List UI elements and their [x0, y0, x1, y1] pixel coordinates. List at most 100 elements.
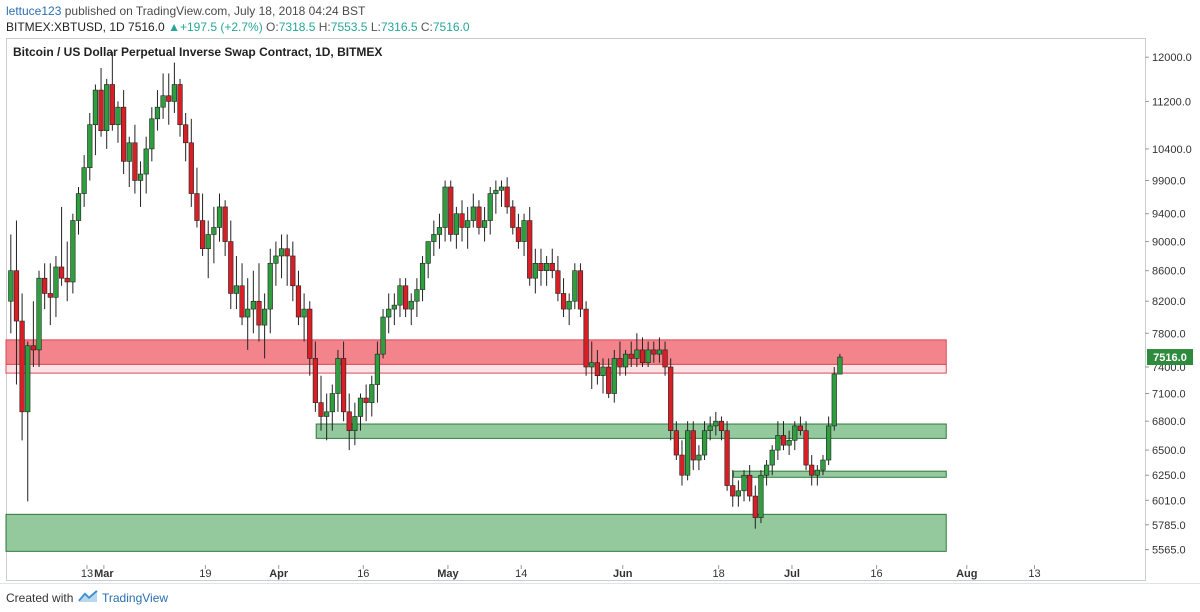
symbol-label: BITMEX:XBTUSD, 1D	[6, 20, 125, 34]
x-tick-label: 13	[1028, 568, 1040, 580]
candle-body	[639, 349, 646, 363]
y-tick-label: 6500.0	[1152, 445, 1186, 457]
candle-body	[318, 402, 324, 417]
low-value: 7316.5	[380, 20, 418, 34]
candle-body	[724, 430, 730, 486]
candle-body	[583, 308, 589, 368]
last-price-marker	[1147, 349, 1193, 366]
candle-body	[414, 289, 420, 302]
candle-body	[290, 255, 296, 287]
candle-body	[363, 397, 369, 403]
candle-body	[527, 220, 533, 279]
high-value: 7553.5	[330, 20, 368, 34]
candle-body	[183, 124, 189, 144]
x-tick-label: 19	[199, 568, 211, 580]
candle-body	[498, 186, 505, 191]
candle-body	[837, 356, 843, 375]
tradingview-brand[interactable]: TradingView	[102, 591, 169, 605]
y-tick-label: 6010.0	[1152, 495, 1186, 507]
candle-body	[346, 411, 352, 431]
candle-body	[109, 84, 115, 126]
y-tick-label: 11200.0	[1152, 96, 1191, 108]
price-chart[interactable]: 12000.0 11200.0 10400.0 9900.0 9400.0 9000.0 8…	[0, 0, 1200, 583]
candle-body	[589, 362, 595, 368]
candle-body	[199, 220, 206, 250]
candle-body	[369, 384, 375, 403]
candle-body	[98, 89, 104, 131]
candle-body	[448, 186, 454, 235]
candle-body	[273, 255, 279, 264]
candle-body	[476, 206, 482, 228]
candle-body	[177, 84, 183, 126]
up-arrow-icon: ▲	[168, 20, 180, 34]
candle-body	[340, 358, 347, 413]
candle-body	[820, 459, 826, 471]
candle-body	[137, 173, 144, 181]
candle-body	[391, 304, 397, 310]
candle-body	[803, 430, 809, 466]
change-value: +197.5 (+2.7%)	[179, 20, 263, 34]
y-tick-label: 7100.0	[1152, 389, 1186, 401]
y-tick-label: 7800.0	[1152, 328, 1186, 340]
candle-body	[515, 227, 522, 242]
candle-body	[267, 262, 273, 310]
candle-body	[696, 454, 702, 461]
candle-body	[577, 270, 584, 310]
candle-body	[386, 308, 392, 318]
candle-body	[312, 358, 318, 403]
y-tick-label: 9000.0	[1152, 237, 1186, 249]
candle-body	[205, 234, 211, 250]
candle-body	[380, 316, 386, 355]
candle-body	[301, 308, 307, 318]
candle-body	[487, 193, 493, 221]
candle-body	[357, 397, 364, 417]
candle-body	[36, 277, 42, 351]
footer: Created with TradingView	[0, 583, 1200, 612]
candle-body	[442, 186, 448, 228]
candle-body	[188, 142, 194, 194]
candle-body	[143, 148, 149, 175]
last-price-label: 7516.0	[1153, 352, 1187, 364]
zone-support-1	[315, 423, 947, 439]
chart-header: lettuce123 published on TradingView.com,…	[0, 0, 1200, 38]
candle-body	[532, 262, 538, 279]
x-tick-label: 16	[357, 568, 369, 580]
author-link[interactable]: lettuce123	[6, 4, 62, 18]
candle-body	[645, 349, 651, 363]
candle-body	[70, 220, 76, 283]
candle-body	[634, 349, 640, 359]
candle-body	[673, 430, 679, 456]
x-tick-label: 13	[81, 568, 93, 580]
candle-body	[104, 84, 110, 131]
zone-support-2	[733, 470, 947, 478]
candle-body	[81, 167, 87, 194]
candle-body	[809, 464, 815, 476]
candle-body	[780, 435, 787, 446]
high-label: H:	[318, 20, 331, 34]
candle-body	[166, 95, 172, 102]
candle-body	[521, 220, 527, 242]
candle-body	[239, 285, 245, 318]
x-tick-label: Aug	[956, 568, 977, 580]
candle-body	[64, 277, 70, 283]
candle-body	[284, 248, 290, 257]
candle-body	[132, 142, 138, 181]
y-tick-label: 5565.0	[1152, 545, 1186, 557]
x-tick-label: Jun	[613, 568, 633, 580]
y-tick-label: 10400.0	[1152, 144, 1192, 156]
candle-body	[465, 220, 471, 228]
created-with-text: Created with	[6, 591, 74, 605]
candle-body	[628, 353, 634, 359]
candle-body	[352, 416, 358, 431]
x-tick-label: Jul	[784, 568, 800, 580]
candle-body	[606, 366, 612, 394]
candle-body	[690, 430, 696, 461]
candle-body	[797, 425, 804, 431]
candle-body	[651, 349, 657, 355]
candle-body	[713, 420, 719, 427]
chart-frame[interactable]	[6, 38, 1146, 581]
candle-body	[662, 349, 668, 368]
candle-body	[611, 358, 617, 394]
candle-body	[250, 300, 256, 310]
candle-body	[481, 220, 488, 228]
